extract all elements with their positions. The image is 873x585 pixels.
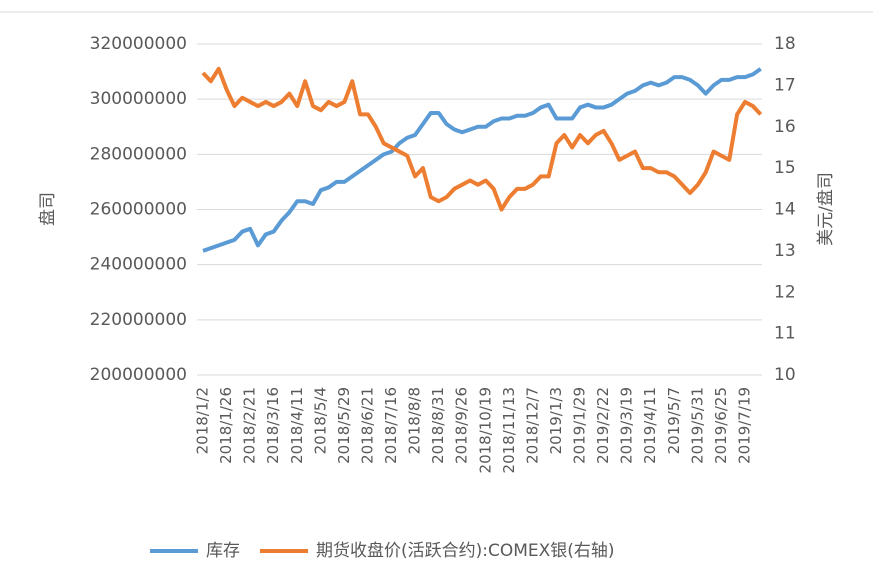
x-tick-label: 2018/3/16	[264, 387, 282, 464]
y2-tick-label: 16	[774, 117, 796, 137]
x-tick-label: 2019/1/3	[547, 387, 565, 454]
y-tick-label: 240000000	[90, 255, 187, 275]
x-tick-label: 2018/8/8	[406, 387, 424, 454]
x-tick-label: 2018/1/26	[217, 387, 235, 464]
legend-label: 期货收盘价(活跃合约):COMEX银(右轴)	[316, 541, 615, 561]
y-tick-label: 200000000	[90, 365, 187, 385]
y2-tick-label: 17	[774, 75, 796, 95]
x-tick-label: 2018/10/19	[476, 387, 494, 473]
series-line	[201, 66, 763, 212]
x-tick-label: 2018/6/21	[358, 387, 376, 464]
x-tick-label: 2018/11/13	[500, 387, 518, 473]
y2-tick-label: 18	[774, 34, 796, 54]
x-tick-label: 2019/5/7	[665, 387, 683, 454]
x-tick-label: 2018/12/7	[523, 387, 541, 464]
x-tick-label: 2019/1/29	[571, 387, 589, 464]
y2-tick-label: 14	[774, 200, 796, 220]
x-tick-label: 2019/3/19	[618, 387, 636, 464]
x-tick-label: 2018/9/26	[453, 387, 471, 464]
y2-axis-label: 美元/盘司	[816, 172, 836, 246]
x-tick-label: 2018/2/21	[241, 387, 259, 464]
x-tick-label: 2018/1/2	[194, 387, 212, 454]
x-tick-label: 2019/5/31	[688, 387, 706, 464]
y2-tick-label: 12	[774, 282, 796, 302]
x-tick-label: 2018/5/29	[335, 387, 353, 464]
x-tick-label: 2019/4/11	[641, 387, 659, 464]
x-tick-label: 2019/2/22	[594, 387, 612, 464]
y-tick-label: 220000000	[90, 310, 187, 330]
y2-tick-label: 11	[774, 324, 796, 344]
y-axis-label: 盘司	[38, 192, 58, 226]
y-tick-label: 300000000	[90, 89, 187, 109]
x-tick-label: 2019/6/25	[712, 387, 730, 464]
x-tick-label: 2018/5/4	[311, 387, 329, 454]
y-tick-label: 280000000	[90, 144, 187, 164]
y2-tick-label: 15	[774, 158, 796, 178]
x-tick-label: 2018/7/16	[382, 387, 400, 464]
legend-label: 库存	[206, 541, 240, 561]
y-tick-label: 320000000	[90, 34, 187, 54]
series-line	[202, 67, 762, 253]
y2-tick-label: 13	[774, 241, 796, 261]
x-tick-label: 2018/8/31	[429, 387, 447, 464]
x-tick-label: 2019/7/19	[736, 387, 754, 464]
y-tick-label: 260000000	[90, 200, 187, 220]
x-tick-label: 2018/4/11	[288, 387, 306, 464]
y2-tick-label: 10	[774, 365, 796, 385]
